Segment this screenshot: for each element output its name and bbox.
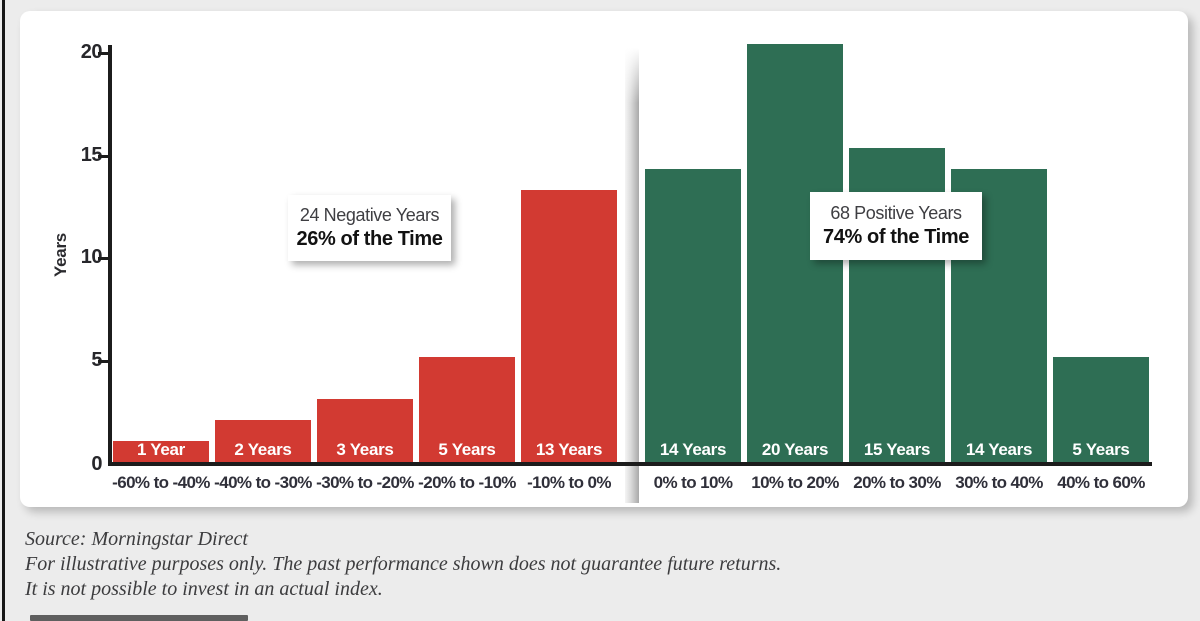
bar-value-label: 1 Year: [137, 440, 185, 459]
footnote-disclaimer-2: It is not possible to invest in an actua…: [25, 578, 383, 600]
x-axis-label: 20% to 30%: [853, 473, 941, 492]
bar-negative-10-to-0: 13 Years: [521, 190, 617, 462]
footnote-source: Source: Morningstar Direct: [25, 528, 248, 550]
y-tick-label-10: 10: [80, 246, 103, 268]
bar-negative-60-to-40: 1 Year: [113, 440, 209, 462]
negative-years-count: 24 Negative Years: [299, 205, 440, 225]
x-axis-label: -20% to -10%: [418, 473, 516, 492]
bar-value-label: 2 Years: [234, 440, 292, 459]
bar-value-label: 5 Years: [1072, 440, 1130, 459]
bar-value-label: 14 Years: [659, 440, 727, 459]
bar-negative-20-to-10: 5 Years: [419, 357, 515, 462]
positive-years-percent: 74% of the Time: [823, 226, 969, 248]
y-tick-mark-5: [98, 360, 108, 363]
bar-positive-0-to-10: 14 Years: [645, 169, 741, 462]
x-axis-label: 40% to 60%: [1057, 473, 1145, 492]
y-tick-mark-15: [98, 155, 108, 158]
bar-value-label: 15 Years: [863, 440, 931, 459]
footnote: Source: Morningstar Direct For illustrat…: [25, 527, 1175, 602]
bar-value-label: 13 Years: [535, 440, 603, 459]
positive-years-count: 68 Positive Years: [830, 203, 962, 223]
x-axis-label: 30% to 40%: [955, 473, 1043, 492]
chart-panel: Years 0 5 10 15 20 1 Year 2 Years 3 Year…: [20, 11, 1188, 507]
bar-value-label: 5 Years: [438, 440, 496, 459]
bar-negative-40-to-30: 2 Years: [215, 420, 311, 462]
y-tick-mark-20: [98, 52, 108, 55]
x-axis-label: 10% to 20%: [751, 473, 839, 492]
footnote-disclaimer-1: For illustrative purposes only. The past…: [25, 553, 782, 575]
bar-positive-30-to-40: 14 Years: [951, 169, 1047, 462]
bar-value-label: 20 Years: [761, 440, 829, 459]
y-tick-mark-10: [98, 257, 108, 260]
x-axis-label: 0% to 10%: [653, 473, 733, 492]
page-left-border: [2, 0, 5, 621]
bar-positive-40-to-60: 5 Years: [1053, 357, 1149, 462]
y-axis-line: [108, 45, 112, 466]
x-axis-label: -40% to -30%: [214, 473, 312, 492]
positive-years-callout: 68 Positive Years 74% of the Time: [810, 192, 982, 260]
negative-positive-divider: [625, 48, 639, 503]
negative-years-percent: 26% of the Time: [296, 228, 443, 250]
bar-value-label: 14 Years: [965, 440, 1033, 459]
bar-negative-30-to-20: 3 Years: [317, 399, 413, 462]
clipped-text-line: [30, 615, 248, 621]
x-axis-label: -10% to 0%: [527, 473, 611, 492]
x-axis-line: [108, 462, 1152, 466]
negative-years-callout: 24 Negative Years 26% of the Time: [288, 195, 451, 261]
y-tick-label-20: 20: [80, 41, 103, 63]
x-axis-label: -30% to -20%: [316, 473, 414, 492]
y-tick-label-0: 0: [91, 453, 102, 475]
y-tick-label-5: 5: [91, 349, 102, 371]
y-tick-label-15: 15: [80, 144, 103, 166]
x-axis-label: -60% to -40%: [112, 473, 210, 492]
bar-value-label: 3 Years: [336, 440, 394, 459]
